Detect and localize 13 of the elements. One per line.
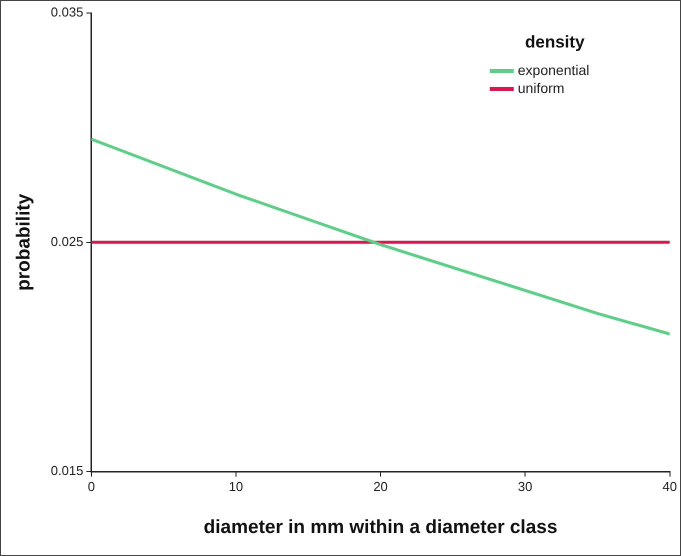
- x-tick-label: 20: [373, 478, 388, 494]
- legend-title: density: [525, 32, 586, 52]
- y-axis-title: probability: [14, 193, 35, 291]
- y-tick-label: 0.015: [50, 463, 84, 478]
- x-tick-label: 40: [662, 478, 678, 494]
- y-tick-label: 0.025: [50, 234, 84, 249]
- legend-label: uniform: [518, 80, 564, 96]
- legend-label: exponential: [518, 62, 590, 78]
- x-tick-label: 0: [88, 478, 95, 494]
- x-tick-label: 10: [228, 478, 244, 494]
- x-tick-label: 30: [518, 478, 532, 494]
- y-tick-label: 0.035: [50, 4, 84, 20]
- x-axis-title: diameter in mm within a diameter class: [204, 516, 558, 538]
